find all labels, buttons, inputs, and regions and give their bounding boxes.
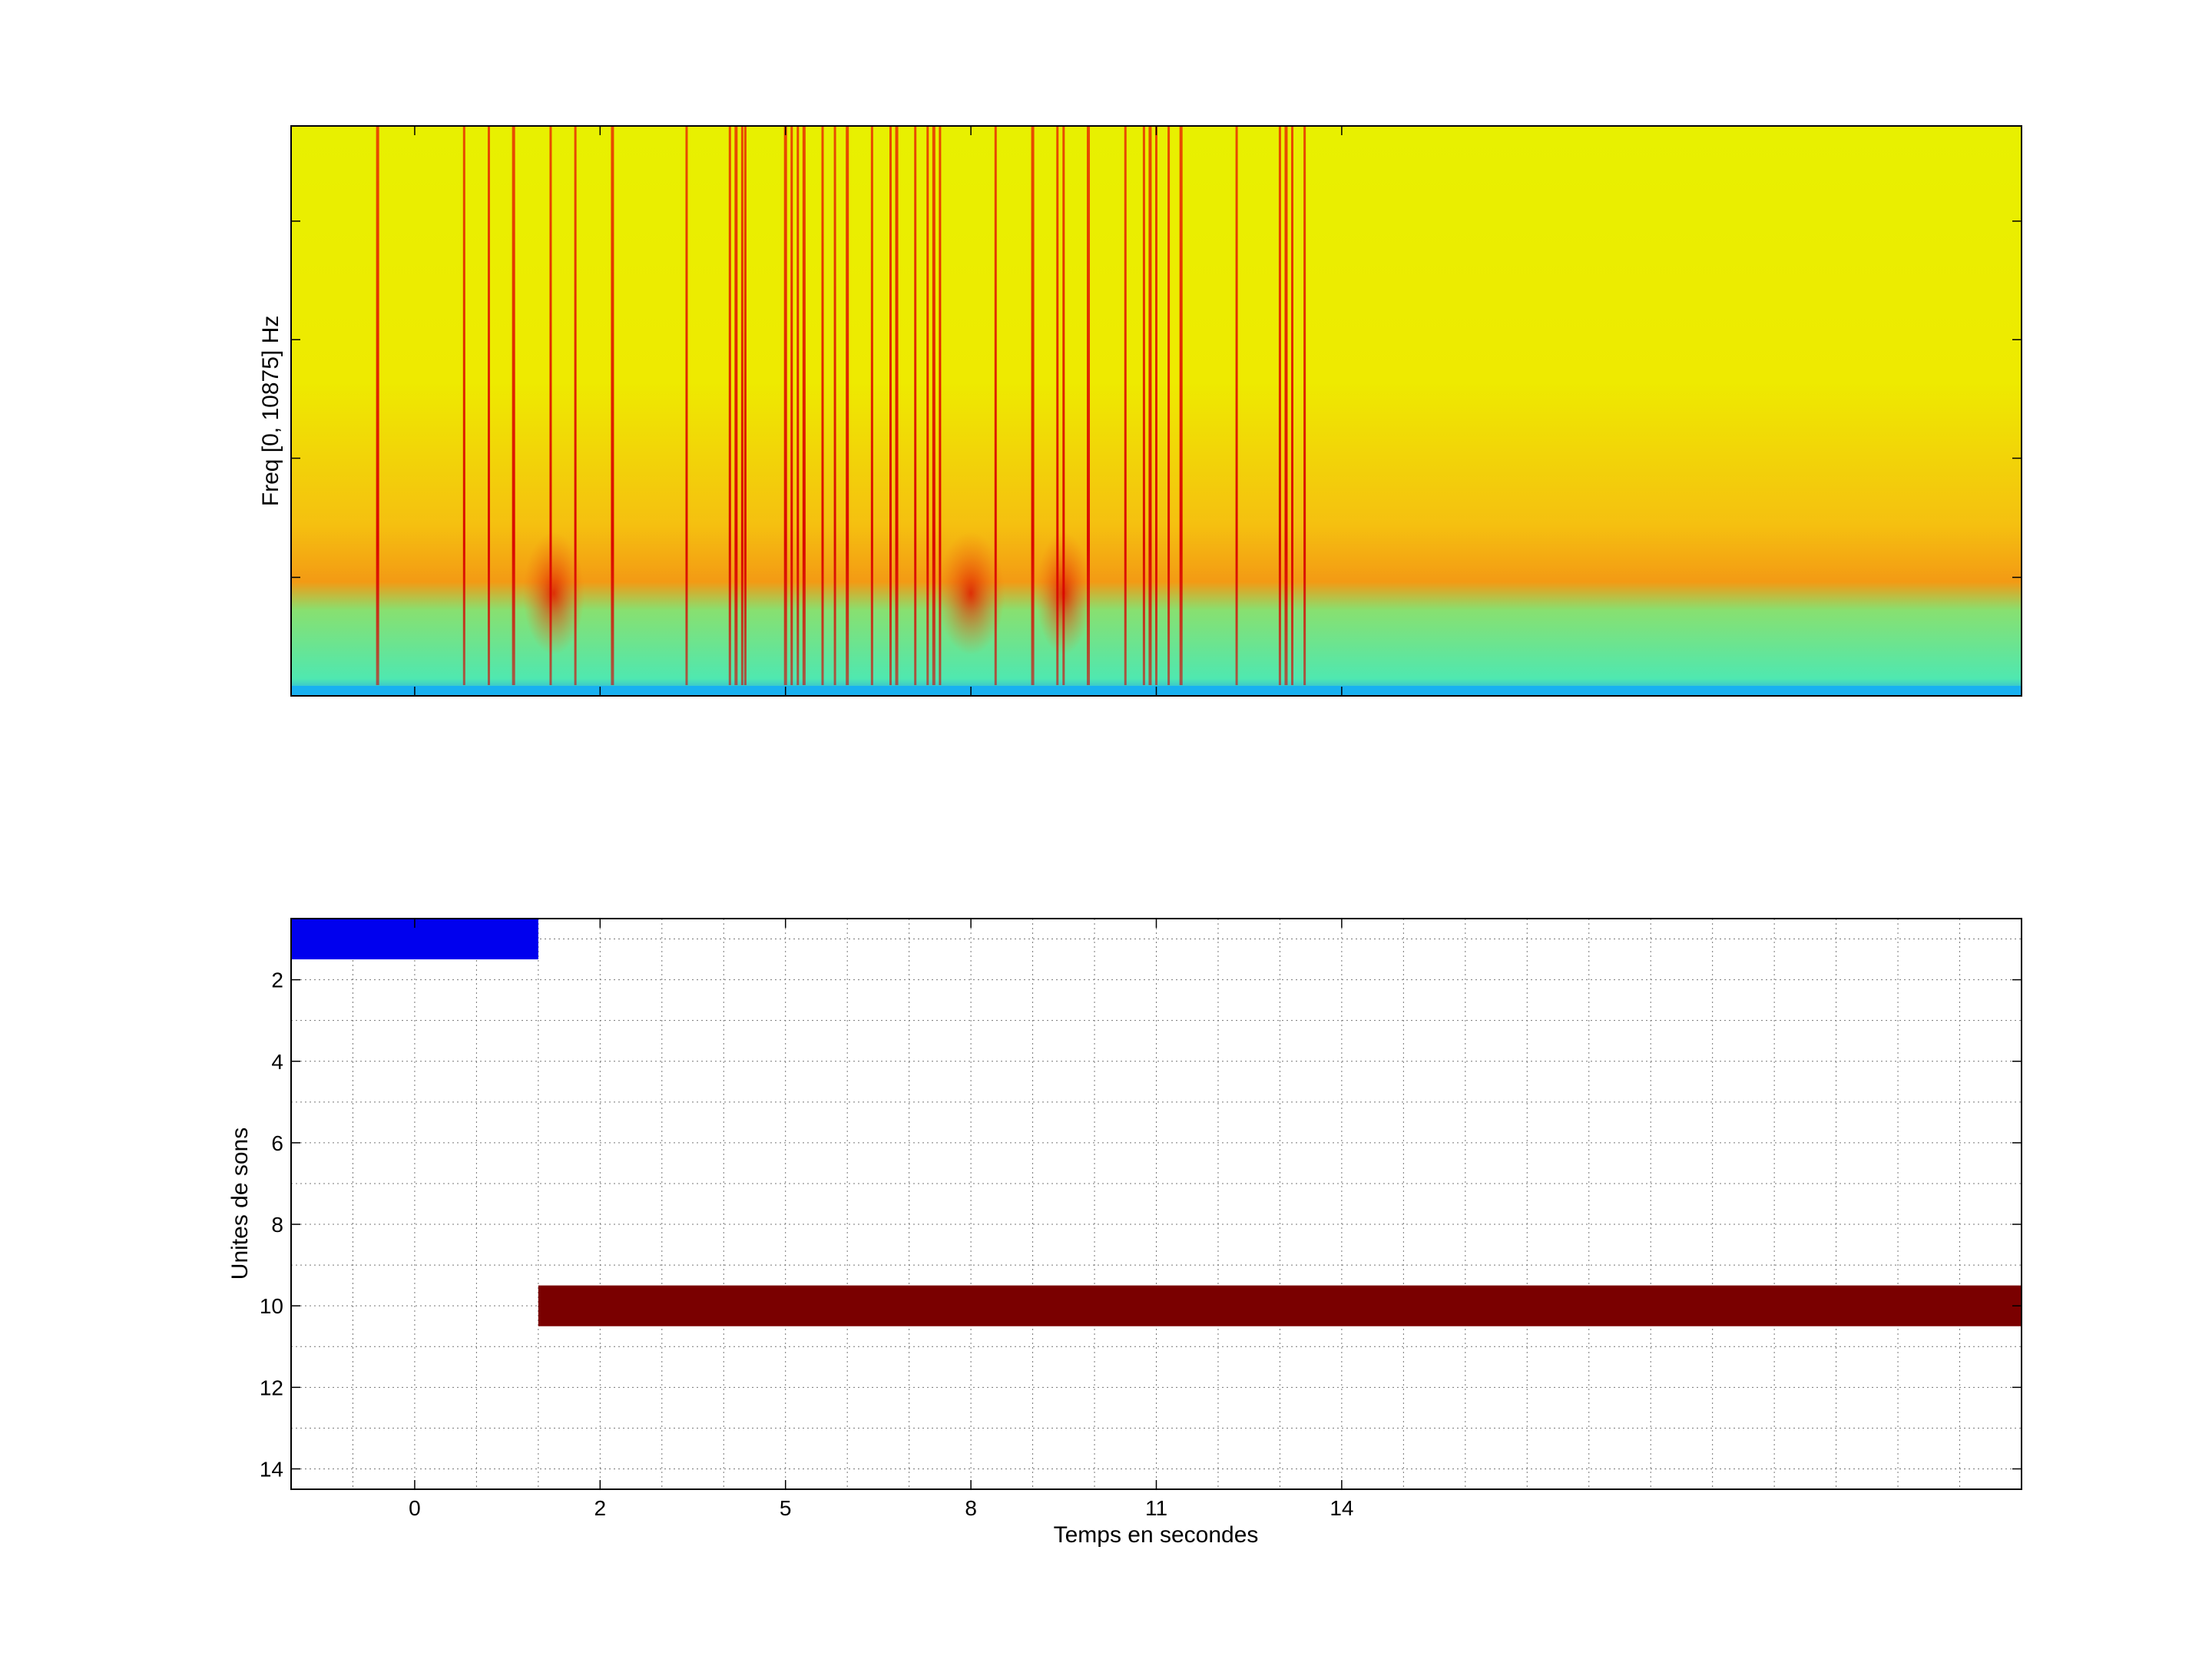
onset-streak [1303, 126, 1306, 685]
onset-streak [1124, 126, 1127, 685]
unit-bar-10 [538, 1285, 2022, 1326]
onset-streak [1291, 126, 1294, 685]
units-ytick-label: 2 [271, 969, 283, 992]
onset-streak [895, 126, 899, 685]
onset-streak [926, 126, 929, 685]
onset-streak [512, 126, 515, 685]
onset-streak [1284, 126, 1288, 685]
units-ylabel: Unites de sons [227, 1128, 253, 1280]
onset-streak [994, 126, 997, 685]
onset-streak [1031, 126, 1035, 685]
onset-streak [1235, 126, 1238, 685]
energy-burst-0 [522, 531, 585, 655]
onset-streak [939, 126, 942, 685]
spectrogram-ylabel: Freq [0, 10875] Hz [258, 316, 283, 506]
onset-streak [833, 126, 836, 685]
onset-streak [1155, 126, 1157, 685]
onset-streak [376, 126, 379, 685]
onset-streak [783, 126, 787, 685]
units-yticks: 2 4 6 8 10 12 14 [260, 969, 2022, 1481]
onset-streak [1167, 126, 1171, 685]
units-grid [291, 919, 2022, 1489]
units-xtick-label: 11 [1145, 1496, 1167, 1520]
onset-streak [728, 126, 731, 685]
units-xtick-label: 14 [1330, 1496, 1353, 1520]
onset-streak [846, 126, 849, 685]
onset-streak [574, 126, 577, 685]
units-ytick-label: 4 [271, 1050, 283, 1074]
energy-burst-1 [936, 531, 1005, 655]
onset-streak [914, 126, 917, 685]
onset-streak [743, 126, 747, 685]
units-xlabel: Temps en secondes [1054, 1522, 1259, 1548]
onset-streak [1086, 126, 1090, 685]
onset-streak [1179, 126, 1183, 685]
units-xtick-label: 5 [780, 1496, 792, 1520]
onset-streak [1278, 126, 1281, 685]
onset-streak [734, 126, 738, 685]
units-ytick-label: 10 [260, 1294, 283, 1318]
onset-streak [1056, 126, 1059, 685]
units-ytick-label: 12 [260, 1376, 283, 1399]
units-ytick-label: 8 [271, 1213, 283, 1237]
onset-streak [1142, 126, 1145, 685]
onset-streaks [376, 126, 1306, 685]
units-xticks: 0 2 5 8 11 14 [409, 919, 1353, 1520]
onset-streak [549, 126, 552, 685]
onset-streak [1062, 126, 1065, 685]
onset-streak [790, 126, 793, 685]
units-xtick-label: 2 [594, 1496, 607, 1520]
units-bars [291, 919, 2022, 1326]
units-xtick-label: 0 [409, 1496, 421, 1520]
onset-streak [796, 126, 800, 685]
onset-streak [870, 126, 873, 685]
units-ytick-label: 14 [260, 1457, 283, 1481]
onset-streak [889, 126, 892, 685]
spectrogram-yticks [291, 126, 2022, 696]
onset-streak [802, 126, 806, 685]
onset-streak [932, 126, 935, 685]
units-ytick-label: 6 [271, 1131, 283, 1155]
onset-streak [1148, 126, 1152, 685]
onset-streak [740, 126, 743, 685]
spectrogram-panel: Freq [0, 10875] Hz [258, 125, 2022, 697]
onset-streak [821, 126, 824, 685]
units-panel: 0 2 5 8 11 14 2 4 6 8 10 12 14 Temps en secondes Un… [227, 918, 2022, 1548]
units-xtick-label: 8 [965, 1496, 977, 1520]
onset-streak [685, 126, 688, 685]
onset-streak [611, 126, 614, 685]
onset-streak [487, 126, 490, 685]
onset-streak [462, 126, 465, 685]
